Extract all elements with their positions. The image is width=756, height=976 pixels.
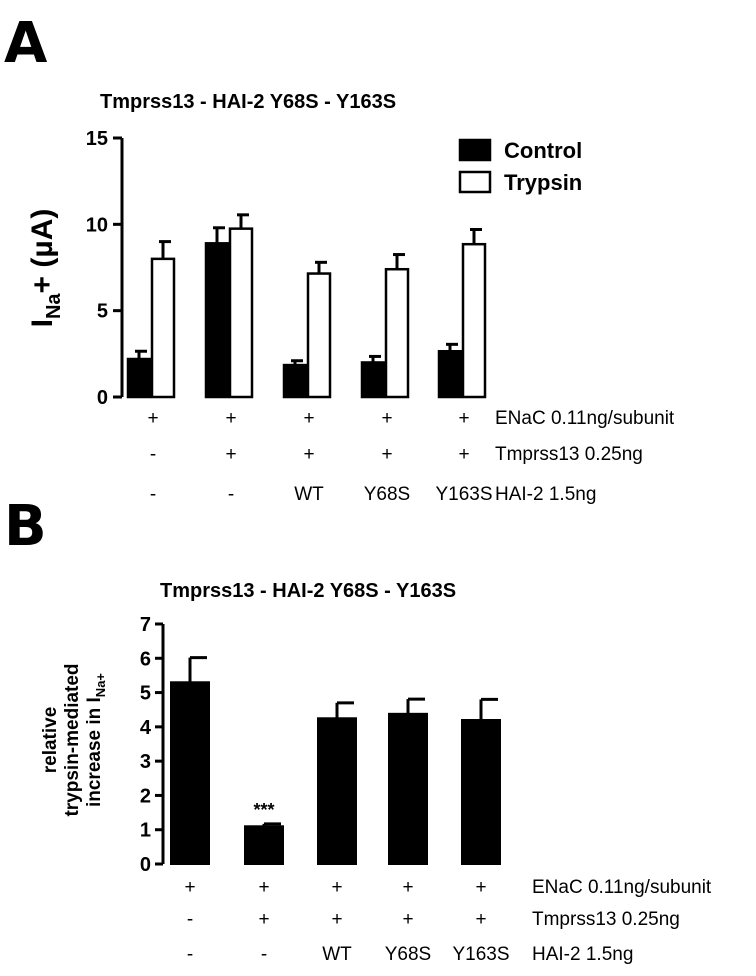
condition-cell: +: [458, 444, 469, 465]
bar-control: [126, 357, 152, 399]
panel-b-chart: 0 1 2 3 4 5 6 7 relative trypsin-mediated increase…: [40, 614, 712, 965]
condition-label: ENaC 0.11ng/subunit: [532, 877, 712, 898]
legend-label: Trypsin: [504, 170, 582, 195]
condition-cell: +: [303, 444, 314, 465]
y-axis-label-line: trypsin-mediated: [62, 663, 83, 816]
condition-cell: +: [303, 408, 314, 429]
condition-cell: -: [150, 444, 156, 465]
bar-trypsin: [461, 242, 487, 399]
condition-cell: WT: [322, 944, 352, 965]
y-axis-label: INa+ (µA): [26, 209, 65, 328]
condition-cell: Y163S: [452, 944, 509, 965]
condition-label: HAI-2 1.5ng: [532, 944, 633, 965]
panel-b-title: Tmprss13 - HAI-2 Y68S - Y163S: [160, 580, 456, 602]
y-tick-label: 6: [140, 648, 151, 670]
condition-cell: +: [402, 909, 413, 930]
y-tick-label: 15: [86, 128, 108, 150]
panel-a-chart: 0 5 10 15 INa+ (µA) Control Trypsin + + + + + ENaC 0…: [26, 128, 675, 505]
condition-cell: +: [475, 877, 486, 898]
bar: [244, 825, 284, 865]
y-tick-label: 0: [97, 387, 108, 409]
condition-cell: -: [261, 944, 267, 965]
condition-cell: +: [225, 408, 236, 429]
condition-cell: -: [228, 484, 234, 505]
condition-cell: +: [225, 444, 236, 465]
y-tick-label: 4: [140, 717, 152, 739]
legend-label: Control: [504, 138, 582, 163]
y-axis-label-line: relative: [40, 707, 61, 774]
y-tick-label: 0: [140, 854, 151, 876]
y-tick-label: 3: [140, 751, 151, 773]
condition-cell: WT: [294, 484, 324, 505]
condition-cell: -: [150, 484, 156, 505]
panel-a-title: Tmprss13 - HAI-2 Y68S - Y163S: [100, 91, 396, 113]
bar-control: [282, 363, 308, 399]
panel-letter-a: A: [4, 11, 48, 76]
y-tick-label: 5: [97, 301, 108, 323]
condition-cell: +: [147, 408, 158, 429]
condition-label: HAI-2 1.5ng: [495, 484, 596, 505]
bar-trypsin: [228, 227, 254, 399]
bar: [388, 712, 428, 865]
condition-cell: -: [187, 944, 193, 965]
bar: [461, 719, 501, 865]
y-tick-label: 2: [140, 785, 151, 807]
condition-cell: Y68S: [364, 484, 410, 505]
condition-cell: +: [331, 909, 342, 930]
bar-trypsin: [384, 267, 410, 399]
bar-control: [437, 349, 463, 399]
condition-label: ENaC 0.11ng/subunit: [495, 408, 675, 429]
legend-swatch: [458, 138, 492, 162]
condition-cell: +: [402, 877, 413, 898]
bar-trypsin: [306, 272, 332, 399]
condition-cell: +: [331, 877, 342, 898]
condition-cell: +: [258, 877, 269, 898]
condition-cell: -: [187, 909, 193, 930]
condition-label: Tmprss13 0.25ng: [495, 444, 643, 465]
y-tick-label: 5: [140, 683, 151, 705]
condition-cell: +: [258, 909, 269, 930]
bar-control: [360, 361, 386, 399]
y-tick-label: 7: [140, 614, 151, 636]
bar-control: [204, 242, 230, 399]
y-tick-label: 1: [140, 820, 151, 842]
condition-cell: +: [381, 444, 392, 465]
bar: [317, 717, 357, 865]
condition-label: Tmprss13 0.25ng: [532, 909, 680, 930]
y-tick-label: 10: [86, 214, 108, 236]
condition-cell: Y68S: [385, 944, 431, 965]
condition-cell: +: [458, 408, 469, 429]
y-axis-label-line: increase in INa+: [84, 673, 108, 807]
legend-swatch: [458, 170, 492, 194]
panel-letter-b: B: [4, 494, 47, 559]
condition-cell: +: [381, 408, 392, 429]
condition-cell: Y163S: [435, 484, 492, 505]
condition-cell: +: [184, 877, 195, 898]
condition-cell: +: [475, 909, 486, 930]
bar: [170, 681, 210, 865]
significance-annotation: ***: [253, 800, 274, 820]
bar-trypsin: [150, 257, 176, 399]
